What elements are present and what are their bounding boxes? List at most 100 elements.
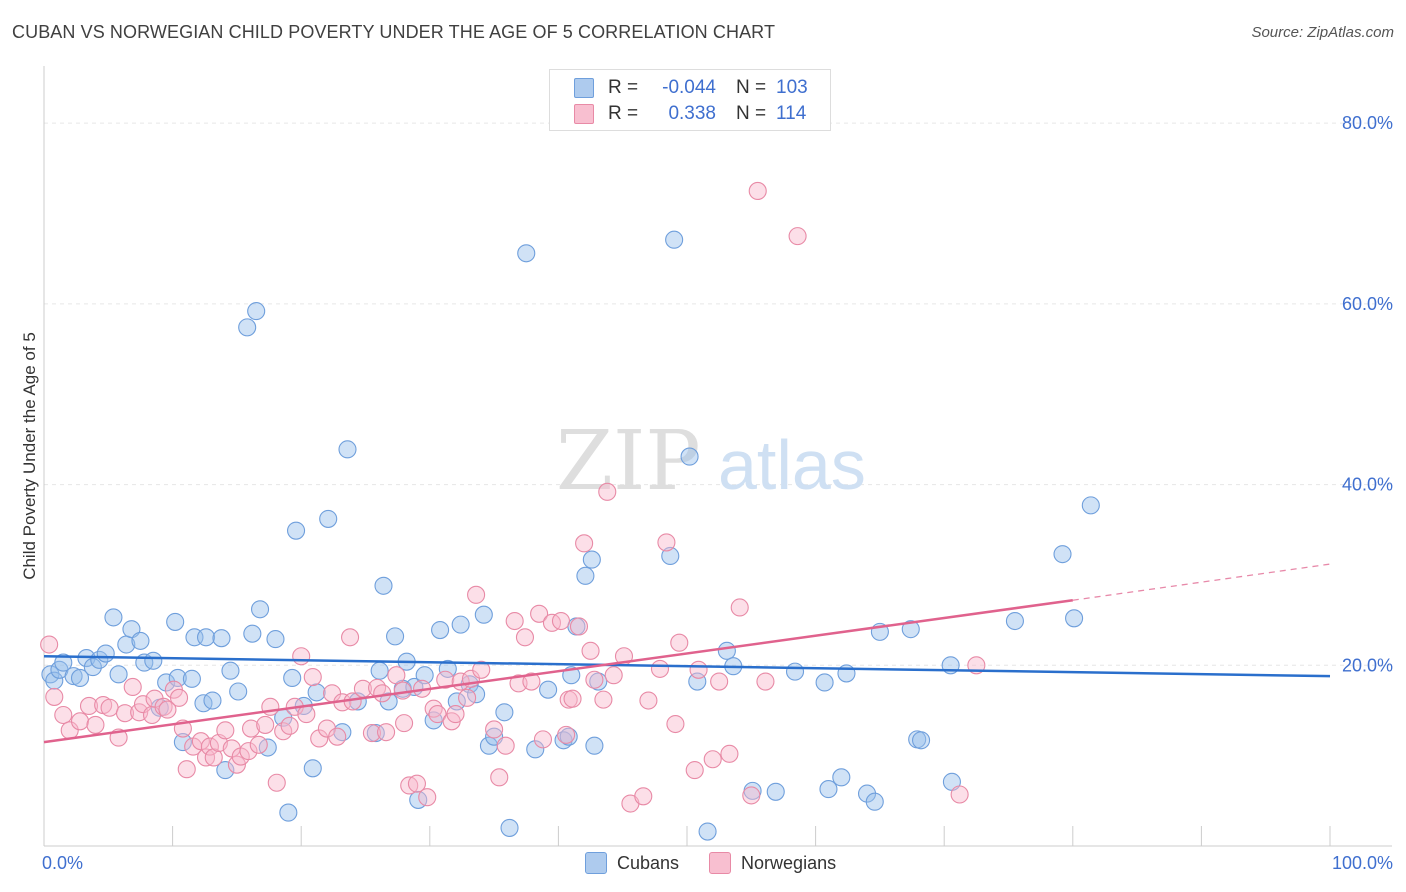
norwegian-point xyxy=(216,721,235,740)
cuban-point xyxy=(665,230,684,249)
norwegian-point xyxy=(123,677,142,697)
cuban-point xyxy=(96,644,115,663)
trend-line-norwegians xyxy=(43,599,1073,744)
cuban-point xyxy=(144,651,163,670)
cuban-point xyxy=(216,761,235,780)
cuban-point xyxy=(370,661,389,680)
norwegian-point xyxy=(239,742,258,761)
cuban-point xyxy=(1081,496,1100,515)
norwegian-point xyxy=(551,611,571,631)
norwegian-point xyxy=(297,705,316,724)
cuban-point xyxy=(70,668,90,687)
norwegian-point xyxy=(657,533,676,552)
norwegian-point xyxy=(666,714,685,734)
legend-r-label: R = xyxy=(608,103,639,124)
norwegian-point xyxy=(639,691,658,710)
norwegian-point xyxy=(256,715,275,734)
norwegian-point xyxy=(446,705,465,724)
cuban-point xyxy=(1065,609,1084,628)
norwegian-point xyxy=(400,776,419,795)
norwegian-point xyxy=(241,719,261,738)
cuban-point xyxy=(366,724,385,743)
legend-r-value: -0.044 xyxy=(662,77,716,98)
trend-extension-norwegians xyxy=(1072,563,1331,601)
cuban-point xyxy=(1053,545,1072,564)
cuban-point xyxy=(157,673,176,692)
cuban-point xyxy=(212,629,231,648)
legend-n-label: N = xyxy=(736,103,767,124)
cuban-point xyxy=(495,703,514,722)
norwegian-point xyxy=(533,730,553,749)
norwegian-point xyxy=(280,716,299,735)
norwegian-point xyxy=(196,748,216,767)
norwegian-point xyxy=(563,689,582,708)
norwegian-point xyxy=(748,181,767,200)
norwegian-point xyxy=(634,787,653,806)
norwegian-point xyxy=(730,598,749,617)
norwegian-point xyxy=(594,690,613,709)
norwegian-point xyxy=(303,667,322,687)
cuban-point xyxy=(338,440,357,459)
cuban-point xyxy=(717,641,736,660)
norwegian-point xyxy=(115,704,135,723)
norwegian-point xyxy=(436,670,455,689)
cuban-point xyxy=(415,666,434,685)
cuban-point xyxy=(287,521,306,540)
norwegian-point xyxy=(395,714,414,733)
y-tick-label: 40.0% xyxy=(1342,475,1393,495)
legend-row-cubans: R = -0.044 N = 103 xyxy=(574,76,808,100)
cuban-point xyxy=(196,628,216,647)
norwegian-point xyxy=(54,705,73,725)
y-tick-label: 20.0% xyxy=(1342,655,1393,675)
norwegian-point xyxy=(204,748,223,767)
cuban-point xyxy=(182,669,201,688)
cuban-point xyxy=(238,318,257,337)
norwegian-point xyxy=(428,705,447,724)
cuban-point xyxy=(500,818,519,837)
norwegian-point xyxy=(575,534,594,553)
legend-n-value: 103 xyxy=(776,77,808,98)
legend-label-cubans: Cubans xyxy=(617,852,680,873)
norwegian-point xyxy=(496,736,515,755)
norwegians-legend-swatch xyxy=(709,852,732,874)
cuban-point xyxy=(203,691,222,710)
legend-r-value: 0.338 xyxy=(668,103,716,124)
norwegian-point xyxy=(86,715,105,734)
cuban-point xyxy=(698,822,717,841)
x-tick-label: 100.0% xyxy=(1332,853,1393,873)
cuban-point xyxy=(526,740,545,759)
norwegian-point xyxy=(530,604,549,623)
legend-r-label: R = xyxy=(608,77,639,98)
legend-item-cubans[interactable]: Cubans xyxy=(585,852,679,874)
norwegian-point xyxy=(557,725,576,744)
norwegian-point xyxy=(515,628,535,647)
legend-n-value: 114 xyxy=(776,103,807,124)
norwegian-point xyxy=(472,660,491,679)
norwegian-point xyxy=(418,788,437,807)
cuban-point xyxy=(585,736,604,755)
cuban-point xyxy=(1005,611,1024,631)
norwegian-point xyxy=(604,666,623,685)
norwegian-point xyxy=(650,659,670,678)
norwegian-point xyxy=(377,723,396,742)
legend-row-norwegians: R = 0.338 N = 114 xyxy=(574,102,806,126)
cuban-point xyxy=(266,630,285,649)
norwegian-point xyxy=(788,227,807,246)
legend-item-norwegians[interactable]: Norwegians xyxy=(709,852,836,874)
cuban-point xyxy=(243,624,262,643)
cuban-point xyxy=(438,659,457,678)
norwegian-point xyxy=(341,628,360,647)
norwegian-point xyxy=(720,744,739,763)
cuban-point xyxy=(131,631,150,650)
cuban-point xyxy=(247,302,266,321)
norwegian-point xyxy=(200,737,219,756)
source-label: Source: ZipAtlas.com xyxy=(1251,24,1394,41)
cuban-point xyxy=(307,683,326,702)
norwegian-point xyxy=(598,482,617,501)
norwegian-point xyxy=(191,732,210,751)
cuban-point xyxy=(815,673,834,692)
cuban-point xyxy=(517,244,536,263)
cuban-point xyxy=(539,680,558,699)
cuban-point xyxy=(912,731,931,750)
